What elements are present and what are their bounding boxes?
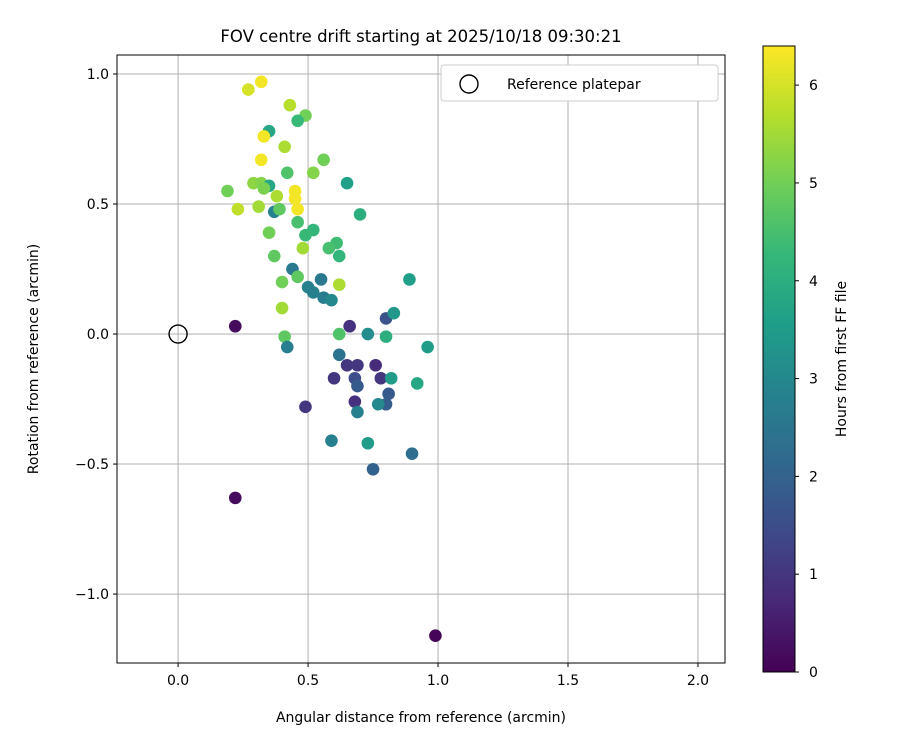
data-point: [291, 202, 304, 216]
chart-title: FOV centre drift starting at 2025/10/18 …: [220, 27, 621, 46]
reference-platepar-marker: [168, 324, 188, 344]
y-tick-label: 0.5: [87, 197, 109, 213]
data-point: [405, 447, 419, 460]
x-tick-label: 0.0: [167, 673, 189, 689]
colorbar-label: Hours from first FF file: [834, 281, 850, 437]
data-point: [351, 358, 364, 372]
data-point: [280, 166, 294, 180]
colorbar-tick-label: 2: [809, 469, 818, 485]
data-point: [228, 491, 242, 505]
colorbar-tick-label: 5: [809, 176, 818, 192]
data-point: [280, 340, 294, 354]
y-axis-label: Rotation from reference (arcmin): [26, 244, 42, 474]
data-point: [325, 434, 338, 447]
data-point: [291, 215, 304, 229]
plot-frame: [116, 54, 726, 664]
data-point: [369, 358, 382, 372]
y-tick-label: 1.0: [87, 67, 109, 83]
data-point: [221, 184, 234, 198]
data-point: [262, 226, 276, 239]
data-point: [325, 293, 338, 307]
data-point: [348, 395, 362, 408]
colorbar-ticks: 0 1 2 3 4 5 6: [795, 78, 818, 681]
data-point: [332, 327, 346, 341]
data-point: [374, 371, 388, 385]
data-point: [361, 327, 375, 341]
data-point: [291, 270, 304, 284]
data-point: [241, 83, 255, 96]
data-point: [257, 130, 271, 143]
data-point: [273, 202, 286, 216]
data-point: [382, 387, 395, 401]
data-point: [410, 377, 424, 390]
data-point: [257, 182, 271, 195]
data-point: [371, 397, 385, 411]
data-point: [403, 273, 416, 286]
data-point: [228, 319, 242, 333]
data-point: [278, 330, 291, 343]
colorbar-tick-label: 6: [809, 78, 818, 94]
legend: Reference platepar: [440, 64, 719, 102]
data-point: [379, 330, 393, 343]
data-point: [384, 371, 398, 385]
data-point: [421, 340, 434, 354]
y-tick-label: 0.0: [87, 327, 109, 343]
data-point: [275, 301, 289, 315]
data-point: [351, 379, 364, 393]
legend-box: [440, 64, 719, 102]
y-tick-label: −0.5: [75, 457, 109, 473]
data-point: [332, 348, 346, 362]
x-tick-label: 1.0: [427, 673, 449, 689]
data-point: [322, 241, 336, 255]
axis-ticks: 0.0 0.5 1.0 1.5 2.0 1.0 0.5 0.0 −0.5 −1.0: [75, 67, 709, 689]
data-point: [231, 202, 245, 216]
data-point: [278, 140, 291, 154]
data-point: [361, 436, 375, 450]
data-point: [429, 629, 442, 642]
colorbar-tick-label: 1: [809, 567, 818, 583]
data-point: [288, 192, 302, 206]
data-point: [340, 176, 354, 190]
data-point: [291, 114, 304, 128]
data-point: [327, 371, 341, 385]
data-point: [332, 249, 346, 263]
colorbar: 0 1 2 3 4 5 6 Hours from first FF file: [762, 45, 850, 681]
data-point: [314, 273, 328, 286]
colorbar-gradient: [762, 45, 796, 673]
data-point: [296, 241, 310, 255]
data-point: [340, 358, 354, 372]
data-point: [351, 405, 364, 419]
legend-marker: [459, 74, 479, 94]
legend-entry: Reference platepar: [507, 77, 641, 93]
data-point: [353, 208, 367, 221]
x-tick-label: 1.5: [557, 673, 579, 689]
data-point: [254, 75, 268, 89]
colorbar-tick-label: 0: [809, 665, 818, 681]
colorbar-tick-label: 3: [809, 372, 818, 388]
x-tick-label: 2.0: [687, 673, 709, 689]
y-tick-label: −1.0: [75, 587, 109, 603]
data-point: [270, 189, 284, 203]
data-points: [168, 75, 442, 642]
data-point: [252, 200, 265, 213]
x-axis-label: Angular distance from reference (arcmin): [276, 710, 566, 726]
data-point: [306, 286, 320, 299]
data-point: [299, 228, 312, 242]
data-point: [275, 275, 289, 289]
data-point: [317, 153, 330, 167]
data-point: [387, 306, 401, 320]
data-point: [366, 462, 380, 476]
colorbar-tick-label: 4: [809, 274, 818, 290]
grid: [117, 55, 725, 663]
data-point: [254, 153, 268, 167]
data-point: [299, 400, 312, 414]
x-tick-label: 0.5: [297, 673, 319, 689]
data-point: [343, 319, 356, 333]
data-point: [306, 166, 320, 180]
data-point: [283, 98, 297, 112]
data-point: [267, 249, 281, 263]
data-point: [332, 278, 346, 291]
